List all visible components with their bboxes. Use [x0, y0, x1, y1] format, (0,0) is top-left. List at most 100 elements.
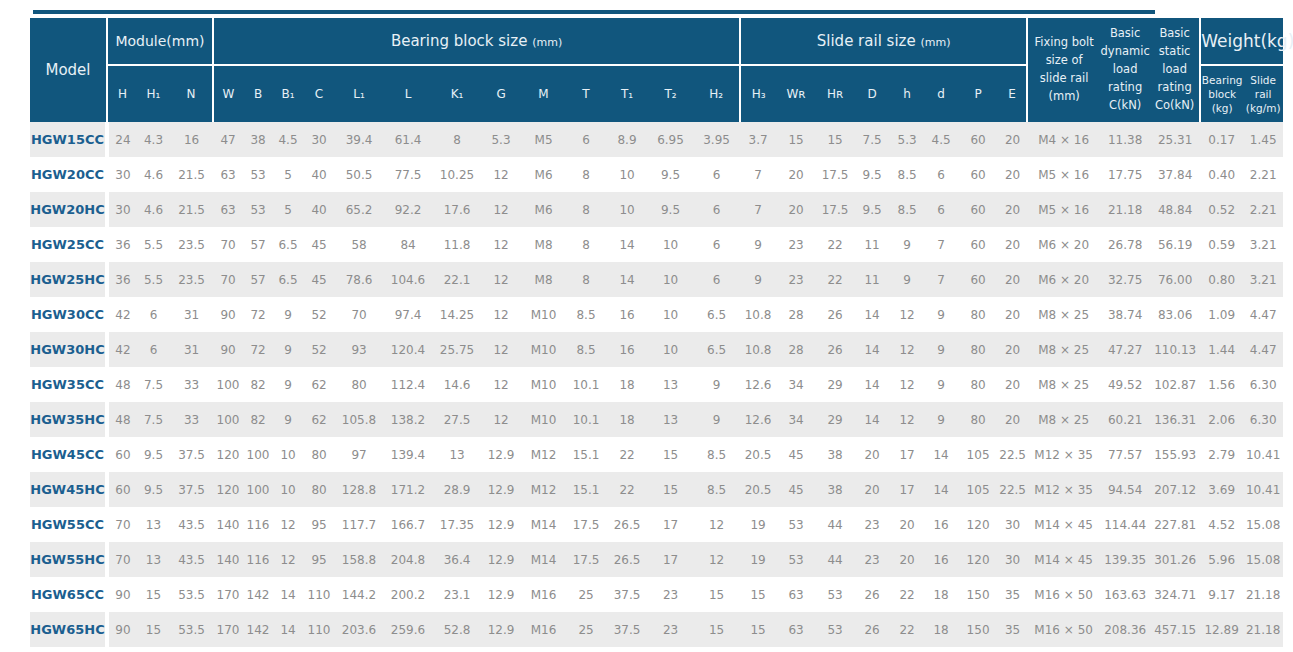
- data-cell: 27.5: [433, 402, 481, 437]
- data-cell: 4.6: [137, 157, 170, 192]
- data-cell: 7.5: [854, 122, 890, 157]
- column-header: Slide rail (kg/m): [1243, 65, 1283, 122]
- column-header: T₂: [648, 65, 693, 122]
- data-cell: 78.6: [335, 262, 383, 297]
- group-header-weight: Weight(kg): [1200, 18, 1283, 65]
- data-cell: 7: [924, 227, 958, 262]
- data-cell: M10: [521, 367, 566, 402]
- table-row: HGW45HC609.537.51201001080128.8171.228.9…: [30, 472, 1283, 507]
- data-cell: 53: [776, 507, 816, 542]
- data-cell: 12: [481, 262, 521, 297]
- data-cell: 7.5: [137, 367, 170, 402]
- column-header: L₁: [335, 65, 383, 122]
- model-cell: HGW45HC: [30, 472, 107, 507]
- data-cell: 2.06: [1200, 402, 1243, 437]
- data-cell: 26.5: [606, 507, 648, 542]
- group-label: Bearing block size: [391, 32, 528, 50]
- table-row: HGW45CC609.537.5120100108097139.41312.9M…: [30, 437, 1283, 472]
- data-cell: 80: [958, 297, 998, 332]
- data-cell: 10: [648, 297, 693, 332]
- data-cell: 40: [303, 157, 335, 192]
- data-cell: M10: [521, 297, 566, 332]
- table-row: HGW65HC901553.517014214110203.6259.652.8…: [30, 612, 1283, 647]
- data-cell: M16: [521, 612, 566, 647]
- data-cell: 57: [243, 262, 273, 297]
- model-cell: HGW65HC: [30, 612, 107, 647]
- data-cell: 16: [924, 542, 958, 577]
- data-cell: 5.5: [137, 262, 170, 297]
- data-cell: 22: [816, 227, 854, 262]
- data-cell: 0.40: [1200, 157, 1243, 192]
- data-cell: 90: [213, 297, 243, 332]
- table-row: HGW65CC901553.517014214110144.2200.223.1…: [30, 577, 1283, 612]
- data-cell: 12.6: [740, 402, 776, 437]
- data-cell: 62: [303, 402, 335, 437]
- data-cell: 77.57: [1100, 437, 1150, 472]
- data-cell: 23: [648, 612, 693, 647]
- data-cell: 60: [107, 472, 137, 507]
- data-cell: M5 × 16: [1027, 192, 1100, 227]
- data-cell: 10: [648, 332, 693, 367]
- data-cell: 42: [107, 332, 137, 367]
- data-cell: 12: [481, 367, 521, 402]
- data-cell: 80: [958, 332, 998, 367]
- data-cell: 53: [816, 612, 854, 647]
- data-cell: 53: [243, 192, 273, 227]
- data-cell: 8.9: [606, 122, 648, 157]
- data-cell: 324.71: [1150, 577, 1200, 612]
- data-cell: 9: [693, 402, 740, 437]
- data-cell: M8 × 25: [1027, 402, 1100, 437]
- data-cell: 33: [170, 367, 213, 402]
- data-cell: 17: [890, 472, 924, 507]
- data-cell: M14 × 45: [1027, 507, 1100, 542]
- data-cell: 70: [213, 227, 243, 262]
- column-header-fixing-bolt: Fixing bolt size of slide rail (mm): [1027, 18, 1100, 122]
- data-cell: 14: [606, 262, 648, 297]
- data-cell: 8: [566, 157, 606, 192]
- data-cell: 15: [693, 577, 740, 612]
- data-cell: 38: [243, 122, 273, 157]
- data-cell: 17: [648, 542, 693, 577]
- data-cell: 37.5: [170, 472, 213, 507]
- column-header: H₃: [740, 65, 776, 122]
- table-row: HGW15CC244.31647384.53039.461.485.3M568.…: [30, 122, 1283, 157]
- data-cell: 9: [924, 402, 958, 437]
- data-cell: 10: [273, 437, 303, 472]
- data-cell: 37.84: [1150, 157, 1200, 192]
- data-cell: 100: [213, 367, 243, 402]
- data-cell: 31: [170, 332, 213, 367]
- data-cell: 259.6: [383, 612, 433, 647]
- data-cell: 29: [816, 367, 854, 402]
- data-cell: 60: [958, 227, 998, 262]
- data-cell: 9: [924, 297, 958, 332]
- data-cell: 6.5: [693, 297, 740, 332]
- top-divider-bar: [33, 10, 1155, 14]
- data-cell: 90: [107, 612, 137, 647]
- model-cell: HGW65CC: [30, 577, 107, 612]
- data-cell: 43.5: [170, 507, 213, 542]
- data-cell: 9: [273, 297, 303, 332]
- data-cell: M14: [521, 542, 566, 577]
- data-cell: M6 × 20: [1027, 262, 1100, 297]
- data-cell: 170: [213, 577, 243, 612]
- data-cell: 12: [890, 402, 924, 437]
- data-cell: 23.5: [170, 227, 213, 262]
- data-cell: 42: [107, 297, 137, 332]
- data-cell: 82: [243, 367, 273, 402]
- data-cell: 30: [107, 192, 137, 227]
- column-header: M: [521, 65, 566, 122]
- data-cell: 29: [816, 402, 854, 437]
- data-cell: 60: [958, 192, 998, 227]
- data-cell: 21.18: [1243, 612, 1283, 647]
- data-cell: 116: [243, 542, 273, 577]
- data-cell: 26: [816, 297, 854, 332]
- data-cell: 48.84: [1150, 192, 1200, 227]
- data-cell: 6.5: [273, 227, 303, 262]
- data-cell: 150: [958, 612, 998, 647]
- data-cell: 9.5: [648, 192, 693, 227]
- data-cell: 6: [693, 227, 740, 262]
- data-cell: 13: [137, 507, 170, 542]
- data-cell: M8: [521, 227, 566, 262]
- data-cell: 12: [693, 507, 740, 542]
- data-cell: 10.25: [433, 157, 481, 192]
